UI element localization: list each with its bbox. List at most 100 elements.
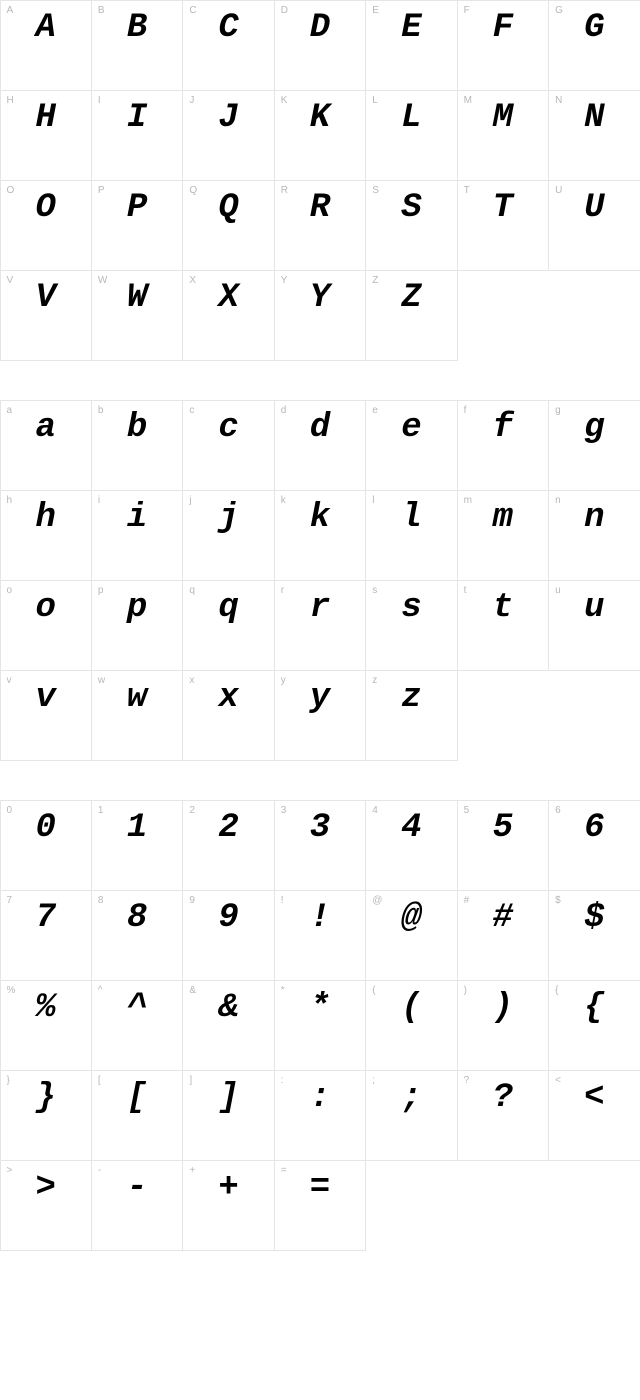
glyph-preview: s xyxy=(366,591,456,625)
glyph-preview: % xyxy=(1,991,91,1025)
glyph-preview: 9 xyxy=(183,901,273,935)
glyph-preview: d xyxy=(275,411,365,445)
glyph-cell: BB xyxy=(91,0,183,91)
glyph-preview: I xyxy=(92,101,182,135)
glyph-cell: GG xyxy=(548,0,640,91)
glyph-cell: qq xyxy=(182,580,274,671)
glyph-cell: @@ xyxy=(365,890,457,981)
glyph-preview: K xyxy=(275,101,365,135)
glyph-cell: ;; xyxy=(365,1070,457,1161)
glyph-preview: G xyxy=(549,11,639,45)
glyph-cell: vv xyxy=(0,670,92,761)
glyph-preview: i xyxy=(92,501,182,535)
glyph-preview: Y xyxy=(275,281,365,315)
glyph-preview: 3 xyxy=(275,811,365,845)
glyph-preview: x xyxy=(183,681,273,715)
glyph-preview: e xyxy=(366,411,456,445)
glyph-preview: b xyxy=(92,411,182,445)
glyph-preview: c xyxy=(183,411,273,445)
glyph-preview: B xyxy=(92,11,182,45)
glyph-preview: R xyxy=(275,191,365,225)
glyph-cell: << xyxy=(548,1070,640,1161)
glyph-cell: cc xyxy=(182,400,274,491)
glyph-cell: >> xyxy=(0,1160,92,1251)
glyph-cell: )) xyxy=(457,980,549,1071)
glyph-cell: 22 xyxy=(182,800,274,891)
glyph-preview: H xyxy=(1,101,91,135)
glyph-cell: tt xyxy=(457,580,549,671)
glyph-cell: rr xyxy=(274,580,366,671)
glyph-cell: NN xyxy=(548,90,640,181)
glyph-preview: 7 xyxy=(1,901,91,935)
glyph-cell: ## xyxy=(457,890,549,981)
glyph-cell: ll xyxy=(365,490,457,581)
glyph-cell: CC xyxy=(182,0,274,91)
glyph-preview: 5 xyxy=(458,811,548,845)
glyph-cell: oo xyxy=(0,580,92,671)
glyph-preview: N xyxy=(549,101,639,135)
glyph-cell: && xyxy=(182,980,274,1071)
glyph-preview: 1 xyxy=(92,811,182,845)
glyph-preview: + xyxy=(183,1171,273,1205)
glyph-preview: w xyxy=(92,681,182,715)
glyph-preview: T xyxy=(458,191,548,225)
glyph-cell: hh xyxy=(0,490,92,581)
glyph-cell: 44 xyxy=(365,800,457,891)
glyph-map: AABBCCDDEEFFGGHHIIJJKKLLMMNNOOPPQQRRSSTT… xyxy=(0,0,640,1250)
glyph-cell: II xyxy=(91,90,183,181)
glyph-cell: HH xyxy=(0,90,92,181)
glyph-cell: !! xyxy=(274,890,366,981)
glyph-cell: 00 xyxy=(0,800,92,891)
glyph-preview: * xyxy=(275,991,365,1025)
glyph-preview: 0 xyxy=(1,811,91,845)
glyph-preview: > xyxy=(1,1171,91,1205)
glyph-cell: mm xyxy=(457,490,549,581)
glyph-cell: XX xyxy=(182,270,274,361)
glyph-preview: r xyxy=(275,591,365,625)
glyph-preview: ( xyxy=(366,991,456,1025)
glyph-cell: 99 xyxy=(182,890,274,981)
glyph-cell: DD xyxy=(274,0,366,91)
glyph-preview: # xyxy=(458,901,548,935)
glyph-preview: Q xyxy=(183,191,273,225)
glyph-cell: 66 xyxy=(548,800,640,891)
glyph-cell: ss xyxy=(365,580,457,671)
glyph-preview: z xyxy=(366,681,456,715)
glyph-cell: PP xyxy=(91,180,183,271)
glyph-preview: & xyxy=(183,991,273,1025)
glyph-cell: FF xyxy=(457,0,549,91)
glyph-cell: ii xyxy=(91,490,183,581)
glyph-cell: pp xyxy=(91,580,183,671)
glyph-preview: D xyxy=(275,11,365,45)
glyph-cell: RR xyxy=(274,180,366,271)
glyph-cell: ?? xyxy=(457,1070,549,1161)
glyph-preview: V xyxy=(1,281,91,315)
glyph-preview: y xyxy=(275,681,365,715)
glyph-preview: C xyxy=(183,11,273,45)
glyph-preview: Z xyxy=(366,281,456,315)
glyph-cell: xx xyxy=(182,670,274,761)
glyph-cell: 55 xyxy=(457,800,549,891)
glyph-preview: ! xyxy=(275,901,365,935)
glyph-cell: WW xyxy=(91,270,183,361)
glyph-preview: ; xyxy=(366,1081,456,1115)
glyph-cell: KK xyxy=(274,90,366,181)
glyph-cell: ZZ xyxy=(365,270,457,361)
glyph-preview: L xyxy=(366,101,456,135)
glyph-preview: f xyxy=(458,411,548,445)
glyph-cell: nn xyxy=(548,490,640,581)
glyph-cell: ]] xyxy=(182,1070,274,1161)
glyph-preview: t xyxy=(458,591,548,625)
glyph-preview: p xyxy=(92,591,182,625)
glyph-cell: jj xyxy=(182,490,274,581)
glyph-cell: ++ xyxy=(182,1160,274,1251)
glyph-preview: k xyxy=(275,501,365,535)
glyph-cell: 88 xyxy=(91,890,183,981)
glyph-preview: m xyxy=(458,501,548,535)
glyph-preview: @ xyxy=(366,901,456,935)
glyph-preview: J xyxy=(183,101,273,135)
glyph-cell: SS xyxy=(365,180,457,271)
glyph-preview: = xyxy=(275,1171,365,1205)
glyph-preview: $ xyxy=(549,901,639,935)
glyph-preview: 6 xyxy=(549,811,639,845)
